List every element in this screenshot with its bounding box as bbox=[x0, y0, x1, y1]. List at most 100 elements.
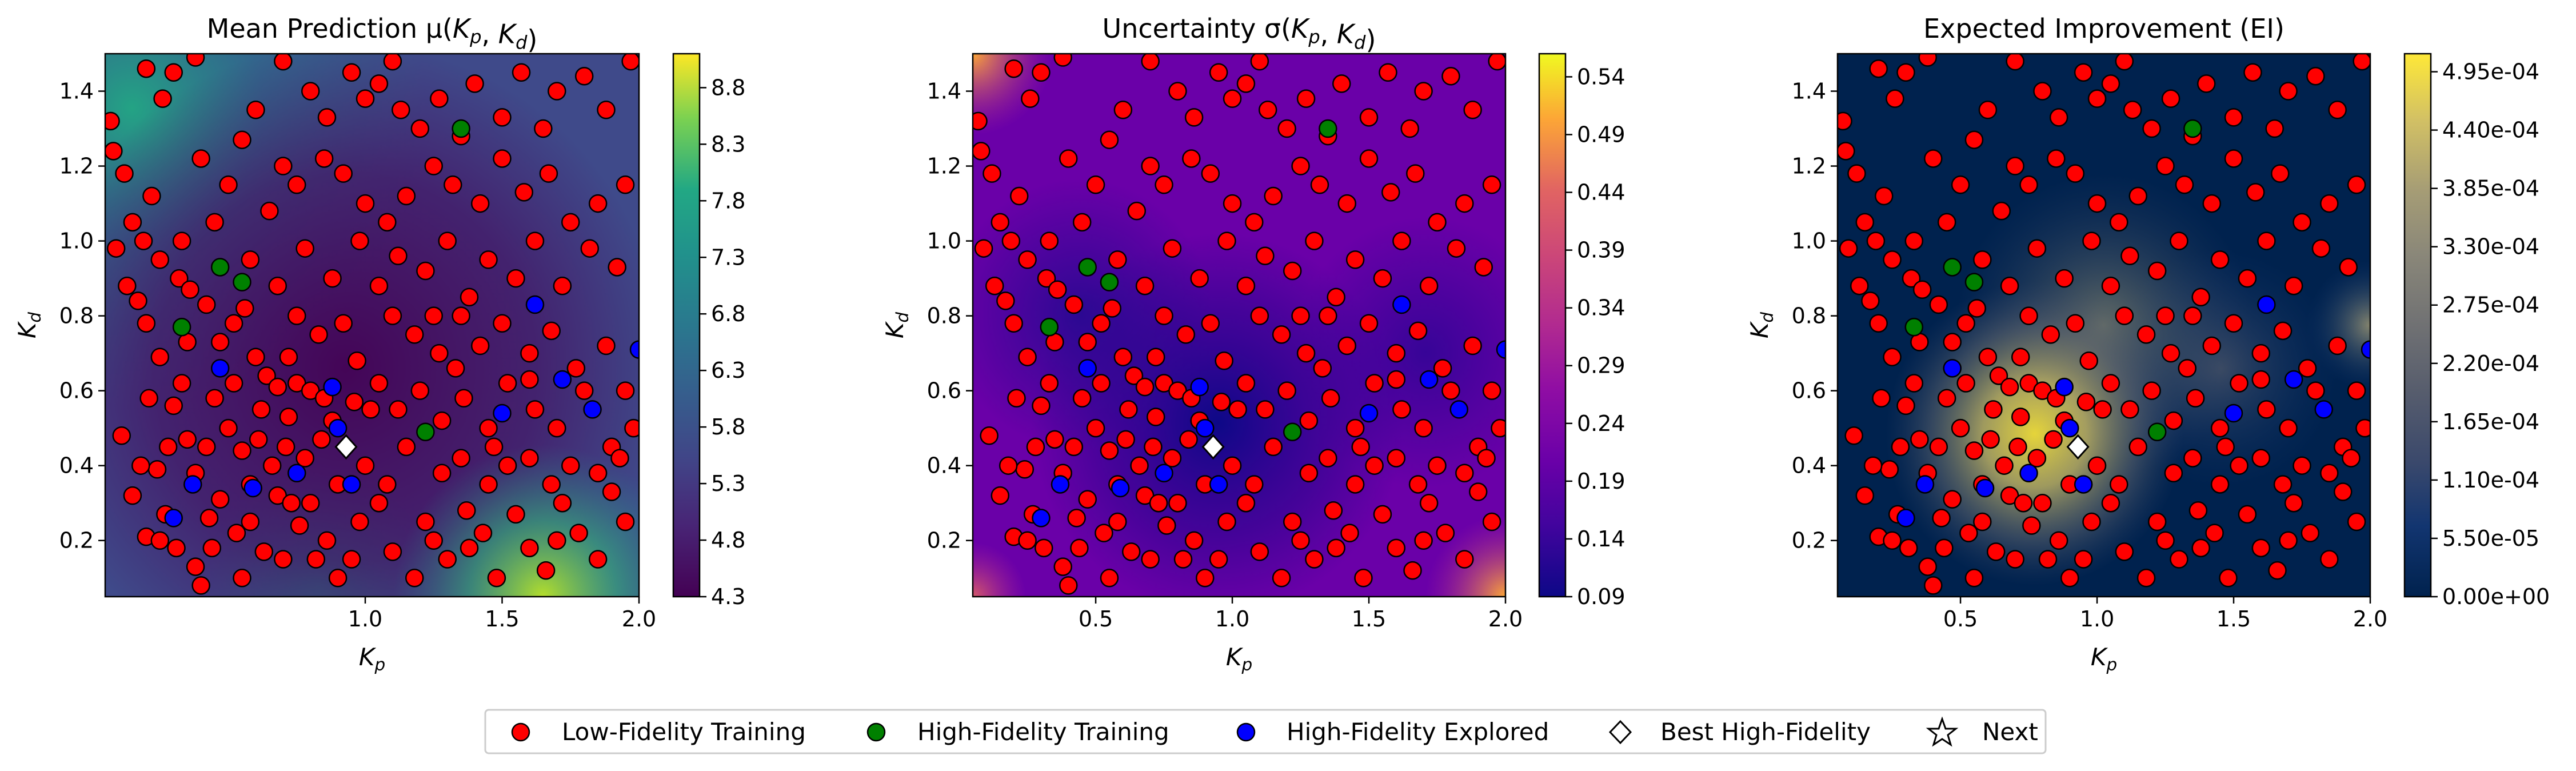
high-fidelity-training-point bbox=[1078, 258, 1097, 277]
colorbar-tick-label: 4.8 bbox=[711, 528, 745, 553]
low-fidelity-point bbox=[983, 164, 1001, 183]
low-fidelity-point bbox=[1223, 89, 1242, 108]
low-fidelity-point bbox=[2246, 183, 2265, 202]
low-fidelity-point bbox=[123, 486, 142, 505]
low-fidelity-point bbox=[1932, 509, 1951, 528]
colorbar-tick-label: 0.24 bbox=[1577, 411, 1626, 436]
high-fidelity-explored-point bbox=[328, 418, 348, 438]
low-fidelity-point bbox=[1319, 449, 1337, 468]
low-fidelity-point bbox=[1291, 531, 1310, 550]
low-fidelity-point bbox=[1135, 276, 1155, 295]
low-fidelity-point bbox=[202, 538, 222, 558]
low-fidelity-point bbox=[430, 343, 449, 363]
low-fidelity-point bbox=[167, 538, 186, 558]
axes-frame bbox=[104, 53, 640, 598]
best-high-fidelity-point bbox=[2066, 434, 2090, 460]
low-fidelity-point bbox=[2014, 493, 2033, 513]
low-fidelity-point bbox=[454, 389, 473, 408]
low-fidelity-point bbox=[2161, 343, 2180, 363]
low-fidelity-point bbox=[1414, 531, 1433, 550]
low-fidelity-point bbox=[487, 568, 506, 588]
low-fidelity-point bbox=[224, 314, 243, 333]
low-fidelity-point bbox=[1184, 531, 1204, 550]
low-fidelity-point bbox=[1392, 231, 1411, 250]
high-fidelity-explored-point bbox=[629, 340, 639, 359]
low-fidelity-point bbox=[241, 512, 260, 532]
low-fidelity-point bbox=[2298, 359, 2317, 378]
low-fidelity-point bbox=[452, 306, 470, 325]
low-fidelity-point bbox=[999, 456, 1018, 475]
y-axis-label: Kd bbox=[1746, 312, 1777, 339]
low-fidelity-point bbox=[2257, 231, 2276, 250]
low-fidelity-point bbox=[1018, 347, 1037, 366]
low-fidelity-point bbox=[105, 111, 120, 131]
low-fidelity-point bbox=[1217, 512, 1236, 532]
low-fidelity-point bbox=[1381, 183, 1400, 202]
low-fidelity-point bbox=[1264, 186, 1283, 206]
low-fidelity-point bbox=[525, 231, 545, 250]
low-fidelity-point bbox=[1447, 239, 1466, 258]
low-fidelity-point bbox=[1433, 359, 1452, 378]
low-fidelity-point bbox=[2347, 512, 2366, 532]
low-fidelity-point bbox=[142, 186, 161, 206]
low-fidelity-point bbox=[1310, 175, 1329, 194]
low-fidelity-point bbox=[1992, 201, 2011, 221]
low-fidelity-point bbox=[410, 381, 430, 400]
low-fidelity-point bbox=[1332, 74, 1351, 93]
colorbar-tick-label: 0.54 bbox=[1577, 64, 1626, 89]
low-fidelity-point bbox=[569, 524, 588, 542]
low-fidelity-point bbox=[274, 54, 293, 71]
high-fidelity-explored-point bbox=[1896, 509, 1915, 528]
low-fidelity-point bbox=[178, 430, 197, 449]
low-fidelity-point bbox=[520, 538, 539, 558]
high-fidelity-explored-point bbox=[583, 400, 602, 419]
high-fidelity-explored-point bbox=[2284, 370, 2303, 389]
low-fidelity-point bbox=[1400, 119, 1419, 138]
low-fidelity-point bbox=[2284, 276, 2303, 295]
colorbar-tick-label: 4.40e-04 bbox=[2442, 118, 2539, 143]
low-fidelity-point bbox=[2101, 374, 2120, 393]
low-fidelity-point bbox=[1144, 437, 1163, 457]
high-fidelity-explored-point bbox=[1032, 509, 1051, 528]
low-fidelity-point bbox=[1236, 493, 1256, 513]
low-fidelity-point bbox=[1299, 464, 1319, 483]
colorbar-tick-label: 8.3 bbox=[711, 131, 745, 157]
low-fidelity-point bbox=[1100, 568, 1119, 588]
low-fidelity-point bbox=[1184, 108, 1204, 127]
low-fidelity-point bbox=[1455, 464, 1474, 483]
colorbar-tick-label: 1.10e-04 bbox=[2442, 468, 2539, 493]
low-fidelity-point bbox=[2355, 418, 2370, 438]
low-fidelity-point bbox=[1067, 509, 1086, 528]
low-fidelity-point bbox=[1100, 130, 1119, 149]
low-fidelity-point bbox=[2066, 314, 2085, 333]
x-tick-label: 1.5 bbox=[1352, 606, 1386, 632]
low-fidelity-point bbox=[1201, 314, 1220, 333]
y-tick-label: 1.2 bbox=[1792, 154, 1826, 179]
low-fidelity-point bbox=[348, 351, 366, 370]
low-fidelity-point bbox=[2101, 276, 2120, 295]
low-fidelity-point bbox=[1113, 101, 1133, 119]
low-fidelity-point bbox=[1182, 149, 1201, 168]
low-fidelity-point bbox=[1223, 194, 1242, 213]
low-fidelity-point bbox=[1313, 359, 1332, 378]
y-tick-label: 0.6 bbox=[1792, 378, 1826, 404]
low-fidelity-point bbox=[2074, 63, 2093, 82]
low-fidelity-point bbox=[1408, 475, 1428, 494]
low-fidelity-point bbox=[1018, 250, 1037, 269]
low-fidelity-point bbox=[1463, 336, 1482, 355]
low-fidelity-point bbox=[1981, 430, 2000, 449]
low-fidelity-point bbox=[2202, 194, 2222, 213]
low-fidelity-point bbox=[1902, 269, 1921, 288]
low-fidelity-point bbox=[1291, 157, 1310, 175]
low-fidelity-point bbox=[383, 54, 402, 71]
low-fidelity-point bbox=[317, 108, 337, 127]
low-fidelity-point bbox=[1053, 54, 1072, 67]
low-fidelity-point bbox=[424, 306, 444, 325]
low-fidelity-point bbox=[1015, 460, 1035, 479]
low-fidelity-point bbox=[1896, 396, 1915, 416]
low-fidelity-point bbox=[2251, 343, 2271, 363]
low-fidelity-point bbox=[1272, 325, 1291, 344]
low-fidelity-point bbox=[350, 231, 369, 250]
low-fidelity-point bbox=[1866, 231, 1886, 250]
low-fidelity-point bbox=[597, 336, 616, 355]
